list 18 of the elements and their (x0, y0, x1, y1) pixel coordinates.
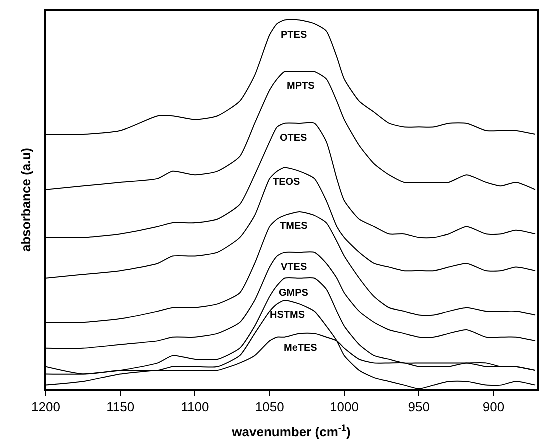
series-label: HSTMS (270, 310, 306, 321)
x-tick-label: 1050 (255, 399, 284, 414)
x-axis-title: wavenumber (cm$^{-1}$) (231, 422, 351, 440)
series-label: MPTS (287, 81, 316, 92)
x-tick-label: 1150 (106, 399, 135, 414)
series-label: OTES (280, 133, 308, 144)
series-label: PTES (281, 30, 308, 41)
series-label: MeTES (284, 343, 318, 354)
series-label: TEOS (273, 177, 301, 188)
y-axis-title: absorbance (a.u) (18, 148, 34, 252)
series-label: TMES (280, 221, 308, 232)
x-tick-label: 900 (482, 399, 505, 414)
x-tick-label: 1000 (330, 399, 359, 414)
x-tick-label: 950 (408, 399, 430, 414)
series-label: GMPS (279, 288, 309, 299)
x-tick-label: 1100 (181, 399, 210, 414)
x-tick-label: 1200 (32, 399, 60, 414)
series-label: VTES (281, 262, 308, 273)
